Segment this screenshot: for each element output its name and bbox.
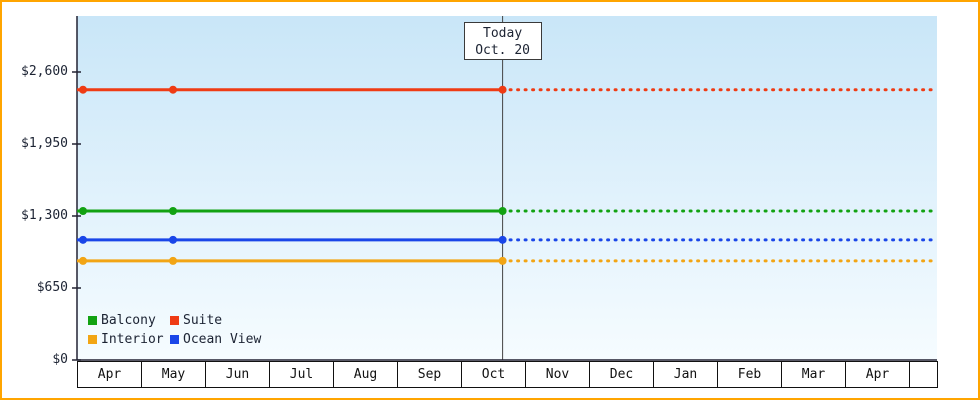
legend-label: Ocean View [183, 332, 262, 347]
data-point [79, 235, 87, 244]
month-cell-empty [909, 361, 938, 388]
legend-label: Balcony [101, 313, 156, 328]
y-tick-label: $0 [52, 352, 68, 367]
data-point [169, 256, 177, 265]
data-point [79, 85, 87, 94]
data-point [79, 207, 87, 216]
legend-item-ocean-view: Ocean View [170, 332, 261, 347]
legend-item-suite: Suite [170, 313, 261, 328]
data-point [169, 85, 177, 94]
month-cell-may-1: May [141, 361, 206, 388]
month-cell-dec-8: Dec [589, 361, 654, 388]
y-tick-label: $2,600 [21, 64, 68, 79]
legend-swatch-icon [170, 316, 179, 325]
data-point [498, 256, 507, 265]
data-point [79, 256, 87, 265]
legend: Balcony Suite Interior Ocean View [88, 313, 261, 347]
month-cell-feb-10: Feb [717, 361, 782, 388]
data-point [169, 235, 177, 244]
legend-swatch-icon [88, 335, 97, 344]
plot-area [77, 16, 937, 360]
legend-label: Interior [101, 332, 164, 347]
month-cell-sep-5: Sep [397, 361, 462, 388]
month-cell-aug-4: Aug [333, 361, 398, 388]
y-tick-label: $1,300 [21, 208, 68, 223]
month-cell-oct-6: Oct [461, 361, 526, 388]
data-point [498, 207, 507, 216]
data-point [498, 235, 507, 244]
month-cell-nov-7: Nov [525, 361, 590, 388]
legend-swatch-icon [88, 316, 97, 325]
month-cell-jun-2: Jun [205, 361, 270, 388]
today-title: Today [483, 26, 523, 41]
y-tick-label: $650 [36, 280, 68, 295]
today-date: Oct. 20 [475, 43, 530, 58]
legend-item-balcony: Balcony [88, 313, 170, 328]
legend-item-interior: Interior [88, 332, 170, 347]
month-cell-apr-12: Apr [845, 361, 910, 388]
month-cell-jul-3: Jul [269, 361, 334, 388]
month-cell-mar-11: Mar [781, 361, 846, 388]
month-cell-apr-0: Apr [77, 361, 142, 388]
data-point [498, 85, 507, 94]
y-tick-label: $1,950 [21, 136, 68, 151]
legend-label: Suite [183, 313, 223, 328]
legend-swatch-icon [170, 335, 179, 344]
data-point [169, 207, 177, 216]
month-cell-jan-9: Jan [653, 361, 718, 388]
today-marker-label: Today Oct. 20 [463, 22, 542, 60]
